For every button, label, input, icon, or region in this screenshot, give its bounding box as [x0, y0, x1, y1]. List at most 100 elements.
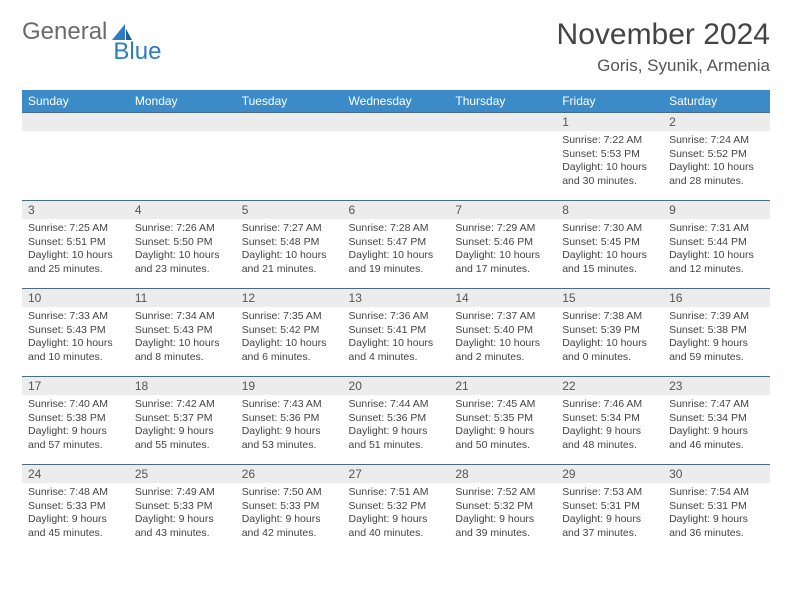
calendar-day-cell — [449, 113, 556, 201]
day-number: 14 — [449, 289, 556, 307]
day-detail-line: Daylight: 10 hours — [28, 337, 123, 351]
calendar-day-cell: 2Sunrise: 7:24 AMSunset: 5:52 PMDaylight… — [663, 113, 770, 201]
day-detail-line: and 12 minutes. — [669, 263, 764, 277]
day-detail-line: Sunset: 5:31 PM — [669, 500, 764, 514]
day-details: Sunrise: 7:46 AMSunset: 5:34 PMDaylight:… — [556, 395, 663, 457]
weekday-header: Saturday — [663, 90, 770, 113]
calendar-day-cell: 3Sunrise: 7:25 AMSunset: 5:51 PMDaylight… — [22, 201, 129, 289]
day-detail-line: Sunrise: 7:25 AM — [28, 222, 123, 236]
day-detail-line: Sunrise: 7:47 AM — [669, 398, 764, 412]
day-details: Sunrise: 7:53 AMSunset: 5:31 PMDaylight:… — [556, 483, 663, 545]
day-detail-line: Sunrise: 7:29 AM — [455, 222, 550, 236]
day-detail-line: Sunrise: 7:40 AM — [28, 398, 123, 412]
day-detail-line: and 0 minutes. — [562, 351, 657, 365]
day-number: 6 — [343, 201, 450, 219]
day-detail-line: Sunset: 5:43 PM — [28, 324, 123, 338]
calendar-day-cell: 21Sunrise: 7:45 AMSunset: 5:35 PMDayligh… — [449, 377, 556, 465]
location-subtitle: Goris, Syunik, Armenia — [557, 56, 770, 76]
day-number — [22, 113, 129, 131]
day-detail-line: Daylight: 10 hours — [135, 249, 230, 263]
calendar-day-cell: 16Sunrise: 7:39 AMSunset: 5:38 PMDayligh… — [663, 289, 770, 377]
day-number: 22 — [556, 377, 663, 395]
day-detail-line: Sunrise: 7:28 AM — [349, 222, 444, 236]
day-detail-line: Sunrise: 7:33 AM — [28, 310, 123, 324]
day-details: Sunrise: 7:30 AMSunset: 5:45 PMDaylight:… — [556, 219, 663, 281]
day-detail-line: Sunrise: 7:53 AM — [562, 486, 657, 500]
day-number: 26 — [236, 465, 343, 483]
day-detail-line: Sunset: 5:38 PM — [28, 412, 123, 426]
day-detail-line: Daylight: 10 hours — [562, 337, 657, 351]
calendar-week-row: 1Sunrise: 7:22 AMSunset: 5:53 PMDaylight… — [22, 113, 770, 201]
day-detail-line: Sunrise: 7:48 AM — [28, 486, 123, 500]
calendar-day-cell — [343, 113, 450, 201]
day-detail-line: and 21 minutes. — [242, 263, 337, 277]
day-detail-line: and 43 minutes. — [135, 527, 230, 541]
day-number — [236, 113, 343, 131]
day-number: 20 — [343, 377, 450, 395]
day-detail-line: Daylight: 10 hours — [242, 337, 337, 351]
day-detail-line: and 59 minutes. — [669, 351, 764, 365]
day-detail-line: Daylight: 10 hours — [669, 161, 764, 175]
day-detail-line: Sunset: 5:50 PM — [135, 236, 230, 250]
day-detail-line: and 23 minutes. — [135, 263, 230, 277]
day-detail-line: Daylight: 9 hours — [242, 513, 337, 527]
day-details: Sunrise: 7:29 AMSunset: 5:46 PMDaylight:… — [449, 219, 556, 281]
calendar-day-cell: 28Sunrise: 7:52 AMSunset: 5:32 PMDayligh… — [449, 465, 556, 553]
day-number: 24 — [22, 465, 129, 483]
calendar-day-cell: 24 Sunrise: 7:48 AMSunset: 5:33 PMDayligh… — [22, 465, 129, 553]
day-detail-line: Sunset: 5:40 PM — [455, 324, 550, 338]
day-number: 13 — [343, 289, 450, 307]
calendar-day-cell: 27Sunrise: 7:51 AMSunset: 5:32 PMDayligh… — [343, 465, 450, 553]
calendar-day-cell — [236, 113, 343, 201]
calendar-day-cell: 9Sunrise: 7:31 AMSunset: 5:44 PMDaylight… — [663, 201, 770, 289]
day-number: 8 — [556, 201, 663, 219]
day-detail-line: Daylight: 10 hours — [562, 249, 657, 263]
day-detail-line: and 53 minutes. — [242, 439, 337, 453]
day-detail-line: Daylight: 10 hours — [28, 249, 123, 263]
day-detail-line: and 40 minutes. — [349, 527, 444, 541]
day-detail-line: Sunrise: 7:50 AM — [242, 486, 337, 500]
day-detail-line: Daylight: 10 hours — [669, 249, 764, 263]
day-detail-line: and 55 minutes. — [135, 439, 230, 453]
day-detail-line: Daylight: 9 hours — [669, 513, 764, 527]
calendar-day-cell: 29Sunrise: 7:53 AMSunset: 5:31 PMDayligh… — [556, 465, 663, 553]
day-detail-line: and 17 minutes. — [455, 263, 550, 277]
day-detail-line: and 37 minutes. — [562, 527, 657, 541]
calendar-day-cell: 23Sunrise: 7:47 AMSunset: 5:34 PMDayligh… — [663, 377, 770, 465]
calendar-day-cell: 1Sunrise: 7:22 AMSunset: 5:53 PMDaylight… — [556, 113, 663, 201]
day-details: Sunrise: 7:33 AMSunset: 5:43 PMDaylight:… — [22, 307, 129, 369]
weekday-header: Sunday — [22, 90, 129, 113]
day-detail-line: Daylight: 9 hours — [455, 425, 550, 439]
day-details: Sunrise: 7:26 AMSunset: 5:50 PMDaylight:… — [129, 219, 236, 281]
calendar-day-cell: 26Sunrise: 7:50 AMSunset: 5:33 PMDayligh… — [236, 465, 343, 553]
day-detail-line: Daylight: 9 hours — [135, 513, 230, 527]
day-details: Sunrise: 7:24 AMSunset: 5:52 PMDaylight:… — [663, 131, 770, 193]
calendar-week-row: 3Sunrise: 7:25 AMSunset: 5:51 PMDaylight… — [22, 201, 770, 289]
weekday-header: Tuesday — [236, 90, 343, 113]
day-detail-line: Sunset: 5:33 PM — [28, 500, 123, 514]
day-detail-line: Sunset: 5:31 PM — [562, 500, 657, 514]
logo-word1: General — [22, 18, 107, 46]
day-detail-line: Sunset: 5:43 PM — [135, 324, 230, 338]
day-detail-line: Sunset: 5:34 PM — [562, 412, 657, 426]
day-details: Sunrise: 7:34 AMSunset: 5:43 PMDaylight:… — [129, 307, 236, 369]
day-number: 16 — [663, 289, 770, 307]
day-detail-line: Sunset: 5:38 PM — [669, 324, 764, 338]
day-detail-line: Sunrise: 7:31 AM — [669, 222, 764, 236]
day-detail-line: Sunset: 5:41 PM — [349, 324, 444, 338]
day-details: Sunrise: 7:31 AMSunset: 5:44 PMDaylight:… — [663, 219, 770, 281]
day-detail-line: Daylight: 9 hours — [28, 513, 123, 527]
day-details: Sunrise: 7:25 AMSunset: 5:51 PMDaylight:… — [22, 219, 129, 281]
day-details: Sunrise: 7:50 AMSunset: 5:33 PMDaylight:… — [236, 483, 343, 545]
day-detail-line: Sunset: 5:52 PM — [669, 148, 764, 162]
day-detail-line: Sunset: 5:32 PM — [349, 500, 444, 514]
calendar-day-cell: 6Sunrise: 7:28 AMSunset: 5:47 PMDaylight… — [343, 201, 450, 289]
weekday-header: Friday — [556, 90, 663, 113]
day-detail-line: and 4 minutes. — [349, 351, 444, 365]
day-detail-line: and 2 minutes. — [455, 351, 550, 365]
day-detail-line: Daylight: 10 hours — [242, 249, 337, 263]
day-number: 1 — [556, 113, 663, 131]
day-number — [449, 113, 556, 131]
day-detail-line: Daylight: 9 hours — [349, 513, 444, 527]
day-details: Sunrise: 7:44 AMSunset: 5:36 PMDaylight:… — [343, 395, 450, 457]
